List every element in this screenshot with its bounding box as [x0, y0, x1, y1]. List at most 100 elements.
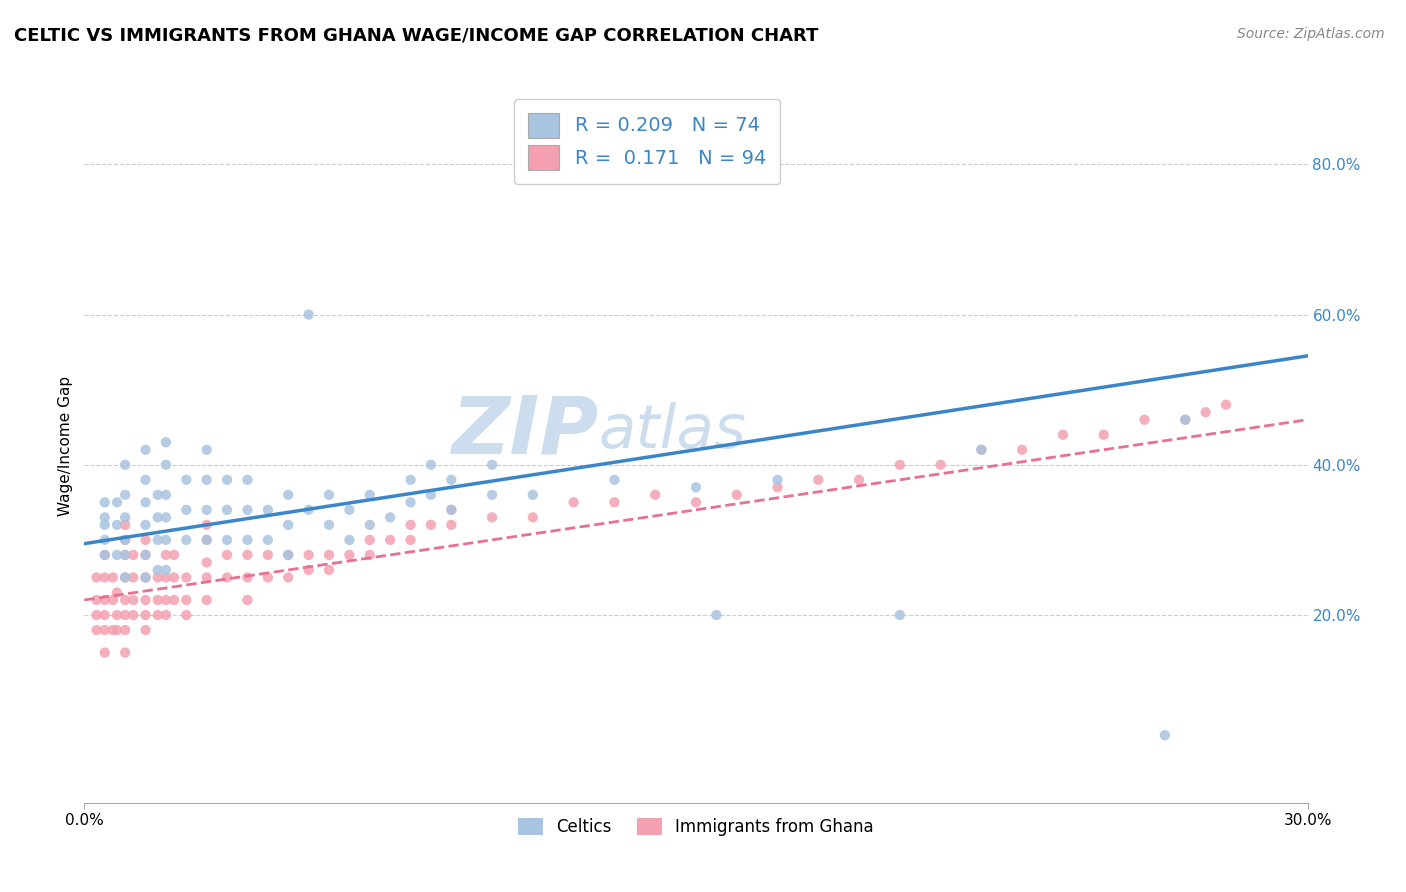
Point [359, 517, 381, 532]
Point [155, 563, 177, 577]
Point [93, 593, 115, 607]
Point [1195, 405, 1218, 419]
Point [766, 480, 789, 494]
Point [277, 517, 299, 532]
Point [174, 533, 197, 547]
Point [195, 473, 218, 487]
Point [440, 517, 463, 532]
Point [706, 607, 728, 622]
Point [359, 533, 381, 547]
Point [195, 593, 218, 607]
Point [114, 533, 136, 547]
Point [174, 503, 197, 517]
Point [105, 607, 128, 622]
Point [114, 593, 136, 607]
Point [522, 510, 544, 524]
Point [217, 473, 239, 487]
Point [603, 473, 626, 487]
Point [399, 533, 422, 547]
Point [93, 570, 115, 584]
Point [298, 548, 321, 562]
Point [236, 533, 259, 547]
Point [257, 533, 280, 547]
Point [155, 510, 177, 524]
Point [1215, 398, 1237, 412]
Text: Source: ZipAtlas.com: Source: ZipAtlas.com [1237, 27, 1385, 41]
Point [114, 570, 136, 584]
Point [298, 563, 321, 577]
Point [236, 503, 259, 517]
Point [420, 517, 443, 532]
Point [685, 480, 707, 494]
Point [155, 533, 177, 547]
Point [114, 517, 136, 532]
Point [339, 533, 361, 547]
Point [562, 495, 585, 509]
Point [318, 517, 340, 532]
Point [1174, 413, 1197, 427]
Point [105, 495, 128, 509]
Point [174, 593, 197, 607]
Point [93, 510, 115, 524]
Y-axis label: Wage/Income Gap: Wage/Income Gap [58, 376, 73, 516]
Point [135, 570, 157, 584]
Point [86, 623, 108, 637]
Point [277, 570, 299, 584]
Point [766, 473, 789, 487]
Legend: Celtics, Immigrants from Ghana: Celtics, Immigrants from Ghana [510, 810, 882, 845]
Point [440, 473, 463, 487]
Point [339, 503, 361, 517]
Point [146, 533, 169, 547]
Point [420, 458, 443, 472]
Point [685, 495, 707, 509]
Text: ZIP: ZIP [451, 392, 598, 471]
Point [93, 548, 115, 562]
Point [105, 585, 128, 599]
Point [163, 570, 186, 584]
Point [101, 593, 124, 607]
Point [298, 308, 321, 322]
Point [135, 517, 157, 532]
Point [1154, 728, 1177, 742]
Point [440, 503, 463, 517]
Point [257, 503, 280, 517]
Point [236, 570, 259, 584]
Point [889, 458, 911, 472]
Point [86, 570, 108, 584]
Point [114, 458, 136, 472]
Point [195, 503, 218, 517]
Point [135, 593, 157, 607]
Point [195, 517, 218, 532]
Point [440, 503, 463, 517]
Point [114, 488, 136, 502]
Point [970, 442, 993, 457]
Point [86, 607, 108, 622]
Point [122, 607, 145, 622]
Point [359, 548, 381, 562]
Point [217, 503, 239, 517]
Point [174, 570, 197, 584]
Point [195, 442, 218, 457]
Point [163, 548, 186, 562]
Point [155, 593, 177, 607]
Point [93, 623, 115, 637]
Point [114, 548, 136, 562]
Point [318, 548, 340, 562]
Point [93, 607, 115, 622]
Point [101, 623, 124, 637]
Point [135, 548, 157, 562]
Point [105, 623, 128, 637]
Point [122, 570, 145, 584]
Point [217, 548, 239, 562]
Point [114, 623, 136, 637]
Point [1174, 413, 1197, 427]
Point [146, 593, 169, 607]
Point [318, 563, 340, 577]
Point [195, 533, 218, 547]
Point [114, 533, 136, 547]
Point [93, 646, 115, 660]
Point [135, 607, 157, 622]
Point [298, 503, 321, 517]
Point [146, 563, 169, 577]
Point [122, 548, 145, 562]
